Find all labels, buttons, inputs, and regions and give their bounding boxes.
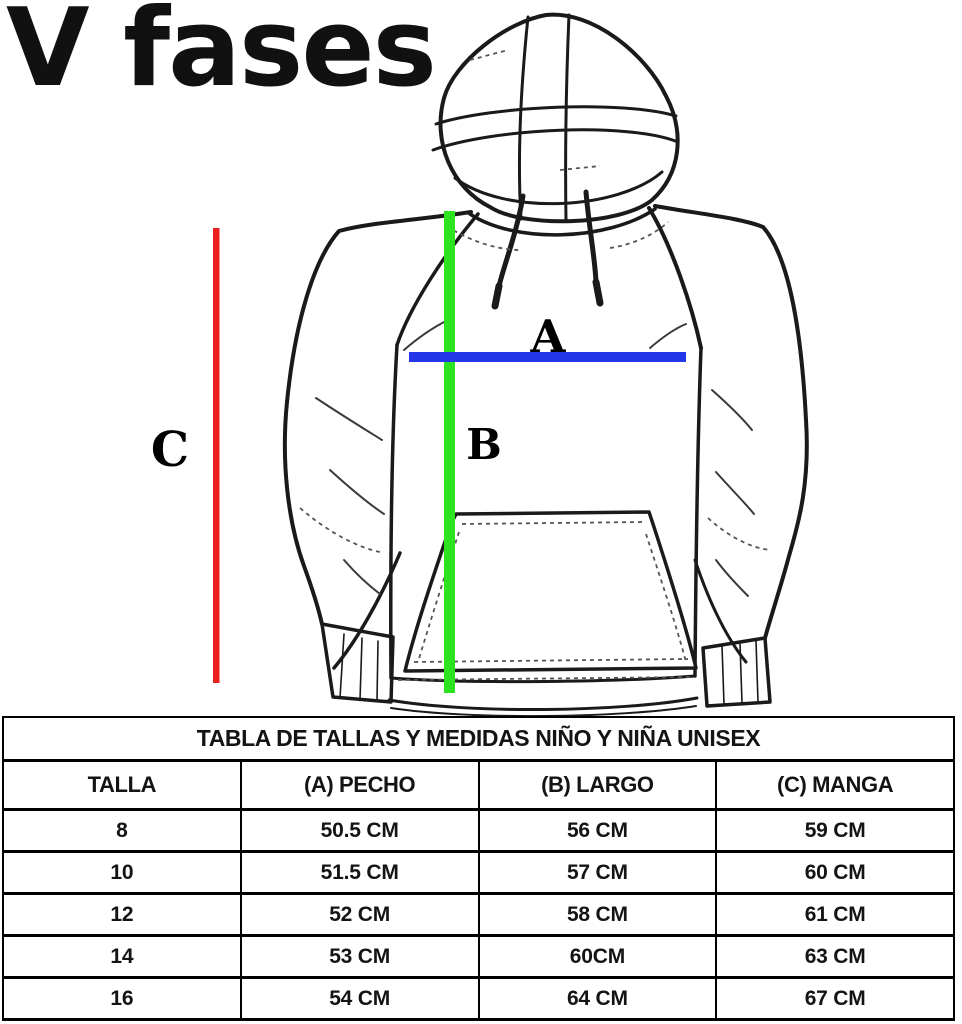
cell-largo: 64 CM [477,976,718,1021]
column-header-largo: (B) LARGO [477,759,718,811]
cell-manga: 59 CM [715,808,955,853]
label-c-sleeve: C [151,422,189,478]
label-a-chest: A [530,310,567,363]
cell-pecho: 52 CM [239,892,480,937]
chest-measure-line [409,352,686,362]
cell-talla: 8 [2,808,242,853]
column-header-pecho: (A) PECHO [239,759,480,811]
size-table: TABLA DE TALLAS Y MEDIDAS NIÑO Y NIÑA UN… [2,716,955,1021]
cell-pecho: 50.5 CM [239,808,480,853]
cell-manga: 61 CM [715,892,955,937]
cell-manga: 63 CM [715,934,955,979]
brand-logo: V fases [6,0,437,111]
column-header-manga: (C) MANGA [715,759,955,811]
size-table-header-row: TALLA (A) PECHO (B) LARGO (C) MANGA [2,759,955,811]
cell-pecho: 54 CM [239,976,480,1021]
length-measure-line [444,211,455,693]
cell-manga: 60 CM [715,850,955,895]
table-row: 16 54 CM 64 CM 67 CM [2,976,955,1021]
cell-pecho: 51.5 CM [239,850,480,895]
cell-largo: 58 CM [477,892,718,937]
cell-talla: 16 [2,976,242,1021]
column-header-talla: TALLA [2,759,242,811]
cell-talla: 10 [2,850,242,895]
cell-largo: 57 CM [477,850,718,895]
label-b-length: B [466,420,502,469]
size-table-title-row: TABLA DE TALLAS Y MEDIDAS NIÑO Y NIÑA UN… [2,716,955,762]
cell-talla: 12 [2,892,242,937]
cell-talla: 14 [2,934,242,979]
table-row: 12 52 CM 58 CM 61 CM [2,892,955,937]
table-row: 10 51.5 CM 57 CM 60 CM [2,850,955,895]
cell-largo: 56 CM [477,808,718,853]
sleeve-measure-line [213,228,220,683]
cell-largo: 60CM [477,934,718,979]
hoodie-measurement-diagram: A B C [151,12,809,716]
cell-manga: 67 CM [715,976,955,1021]
size-table-title: TABLA DE TALLAS Y MEDIDAS NIÑO Y NIÑA UN… [2,716,955,762]
table-row: 14 53 CM 60CM 63 CM [2,934,955,979]
table-row: 8 50.5 CM 56 CM 59 CM [2,808,955,853]
cell-pecho: 53 CM [239,934,480,979]
